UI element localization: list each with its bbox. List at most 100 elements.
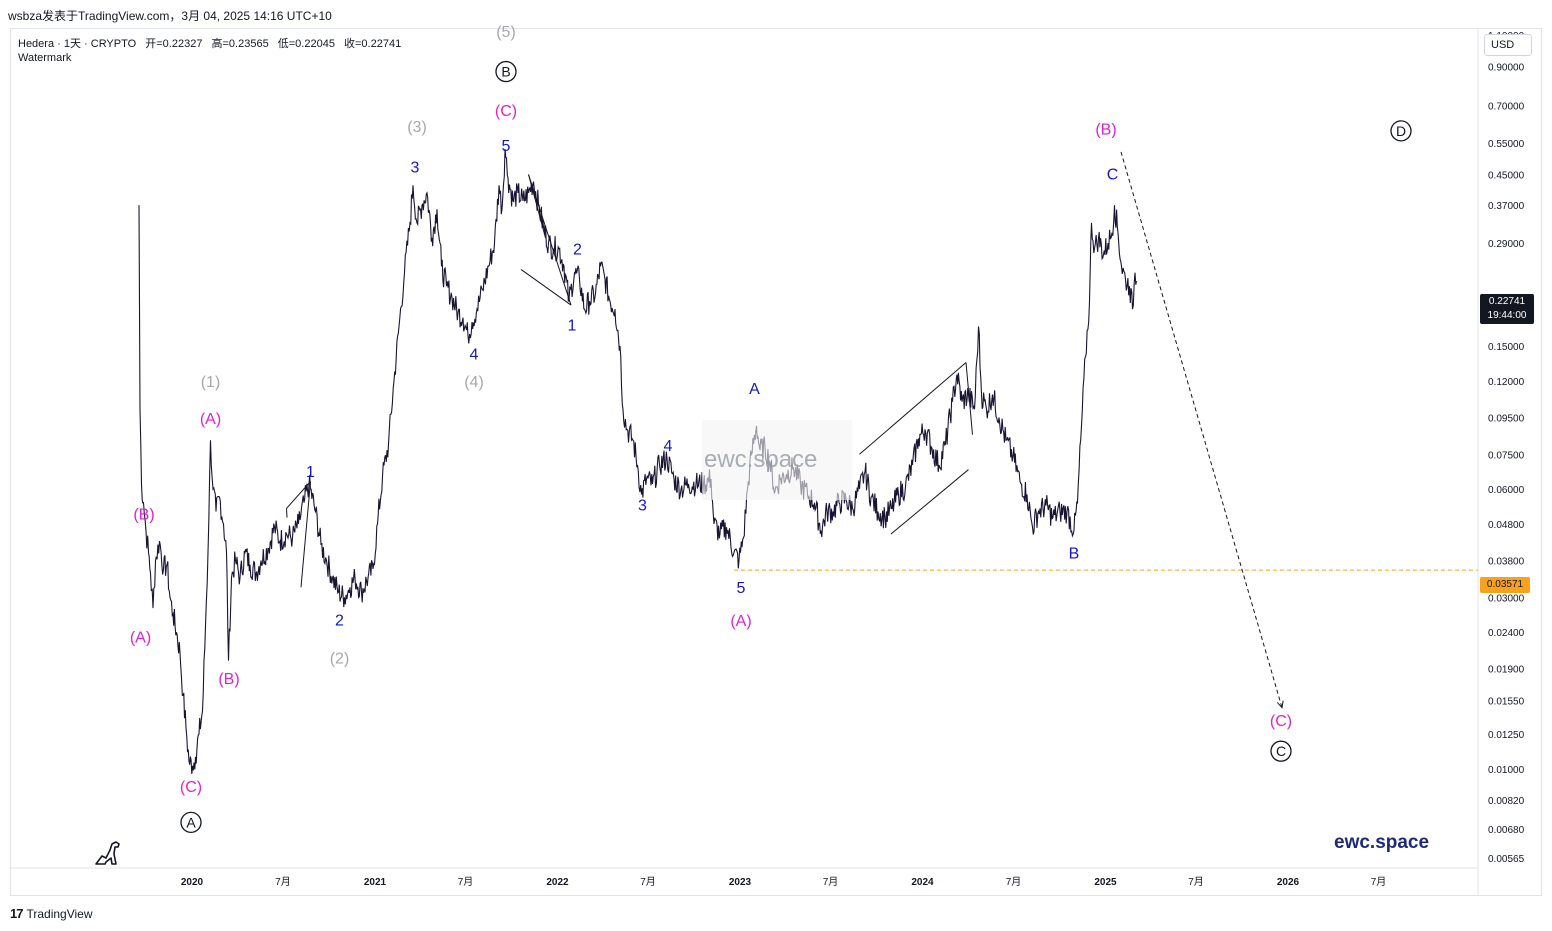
wave-label: D bbox=[1396, 123, 1406, 139]
center-watermark: ewc.space bbox=[704, 446, 818, 473]
footer[interactable]: 17 TradingView bbox=[10, 906, 93, 921]
x-tick-label: 2021 bbox=[364, 877, 387, 888]
center-watermark-bg bbox=[702, 420, 852, 500]
trendline bbox=[859, 362, 967, 455]
y-tick-label: 0.37000 bbox=[1488, 201, 1525, 212]
y-tick-label: 0.15000 bbox=[1488, 342, 1525, 353]
y-tick-label: 0.29000 bbox=[1488, 239, 1525, 250]
wave-label: (2) bbox=[330, 650, 350, 667]
trendline bbox=[286, 508, 288, 518]
last-price: 0.22741 bbox=[1488, 296, 1526, 307]
low-value: 低=0.22045 bbox=[277, 38, 335, 50]
x-tick-label: 7月 bbox=[640, 876, 656, 888]
y-tick-label: 0.45000 bbox=[1488, 171, 1525, 182]
y-tick-label: 0.01550 bbox=[1488, 696, 1525, 707]
wave-label: (4) bbox=[464, 374, 484, 391]
wave-label: (1) bbox=[201, 374, 221, 391]
y-tick-label: 0.70000 bbox=[1488, 102, 1525, 113]
last-price-tag: 0.22741 19:44:00 bbox=[1480, 294, 1534, 324]
y-tick-label: 0.03800 bbox=[1488, 556, 1525, 567]
wave-label: (A) bbox=[200, 411, 221, 428]
x-tick-label: 2026 bbox=[1277, 877, 1300, 888]
wave-label-circle bbox=[495, 60, 517, 83]
wave-label: B bbox=[501, 64, 510, 80]
wave-label: (C) bbox=[1270, 713, 1292, 730]
y-tick-label: 0.55000 bbox=[1488, 139, 1525, 150]
wave-label: (3) bbox=[407, 119, 427, 136]
trendline bbox=[520, 269, 572, 306]
wave-label: 3 bbox=[638, 498, 647, 515]
wave-label: (A) bbox=[730, 613, 751, 630]
close-value: 收=0.22741 bbox=[344, 38, 402, 50]
dinosaur-icon[interactable] bbox=[94, 840, 122, 866]
wave-label-circle bbox=[1390, 120, 1412, 142]
currency-button[interactable]: USD bbox=[1484, 34, 1532, 56]
high-value: 高=0.23565 bbox=[211, 38, 269, 50]
wave-label: 4 bbox=[470, 347, 479, 364]
level-price-tag: 0.03571 bbox=[1480, 577, 1530, 593]
wave-label: (A) bbox=[130, 629, 151, 646]
y-tick-label: 0.04800 bbox=[1488, 520, 1525, 531]
wave-label: 2 bbox=[335, 612, 344, 629]
publisher-line: wsbza发表于TradingView.com，3月 04, 2025 14:1… bbox=[8, 9, 332, 23]
x-tick-label: 2023 bbox=[729, 877, 752, 888]
symbol-name[interactable]: Hedera · 1天 · CRYPTO bbox=[18, 38, 137, 50]
y-tick-label: 0.06000 bbox=[1488, 485, 1525, 496]
x-tick-label: 2022 bbox=[546, 877, 569, 888]
trendline bbox=[300, 481, 311, 588]
wave-label: (B) bbox=[1095, 122, 1116, 139]
price-series-line bbox=[138, 148, 1138, 775]
wave-label: 5 bbox=[737, 580, 746, 597]
x-tick-label: 7月 bbox=[1188, 876, 1204, 888]
x-tick-label: 2020 bbox=[181, 877, 204, 888]
wave-label: (B) bbox=[218, 671, 239, 688]
x-tick-label: 7月 bbox=[1371, 876, 1387, 888]
x-tick-label: 7月 bbox=[458, 876, 474, 888]
wave-label: B bbox=[1069, 546, 1080, 563]
bar-countdown: 19:44:00 bbox=[1487, 310, 1527, 321]
y-tick-label: 0.00680 bbox=[1488, 825, 1525, 836]
wave-label: (C) bbox=[180, 779, 202, 796]
y-tick-label: 0.00565 bbox=[1488, 854, 1525, 865]
wave-label: 1 bbox=[306, 464, 315, 481]
wave-label: C bbox=[1107, 167, 1119, 184]
wave-label: (C) bbox=[495, 103, 517, 120]
y-tick-label: 0.01000 bbox=[1488, 765, 1525, 776]
wave-label: 2 bbox=[573, 242, 582, 259]
open-value: 开=0.22327 bbox=[145, 38, 203, 50]
brand-watermark: ewc.space bbox=[1334, 832, 1430, 853]
x-tick-label: 2025 bbox=[1094, 877, 1117, 888]
wave-label-circle bbox=[1270, 740, 1292, 762]
trendline bbox=[890, 469, 969, 535]
y-tick-label: 0.02400 bbox=[1488, 628, 1525, 639]
x-tick-label: 7月 bbox=[1006, 876, 1022, 888]
y-tick-label: 0.01900 bbox=[1488, 665, 1525, 676]
watermark-indicator[interactable]: Watermark bbox=[18, 52, 72, 64]
y-tick-label: 0.01250 bbox=[1488, 730, 1525, 741]
y-tick-label: 0.03000 bbox=[1488, 593, 1525, 604]
y-tick-label: 0.00820 bbox=[1488, 796, 1525, 807]
symbol-legend[interactable]: Hedera · 1天 · CRYPTO 开=0.22327 高=0.23565… bbox=[18, 35, 407, 51]
wave-label: 1 bbox=[568, 318, 577, 335]
wave-label: (5) bbox=[496, 24, 516, 41]
x-tick-label: 7月 bbox=[275, 876, 291, 888]
chart-frame bbox=[10, 28, 1542, 896]
tradingview-name[interactable]: TradingView bbox=[26, 906, 93, 921]
wave-label-circle bbox=[180, 811, 202, 833]
wave-label: A bbox=[186, 814, 196, 830]
wave-label: 5 bbox=[502, 138, 511, 155]
y-tick-label: 0.07500 bbox=[1488, 450, 1525, 461]
wave-label: C bbox=[1276, 743, 1286, 759]
tradingview-logo-icon[interactable]: 17 bbox=[10, 906, 24, 921]
y-tick-label: 0.09500 bbox=[1488, 413, 1525, 424]
y-tick-label: 0.90000 bbox=[1488, 62, 1525, 73]
wave-label: (B) bbox=[133, 506, 154, 523]
projection-arrowhead bbox=[1276, 700, 1284, 709]
projection-line bbox=[1120, 151, 1283, 708]
wave-label: 4 bbox=[664, 438, 673, 455]
y-tick-label: 0.12000 bbox=[1488, 377, 1525, 388]
x-tick-label: 2024 bbox=[911, 877, 934, 888]
wave-label: A bbox=[749, 381, 760, 398]
wave-label: 3 bbox=[411, 160, 420, 177]
x-tick-label: 7月 bbox=[823, 876, 839, 888]
